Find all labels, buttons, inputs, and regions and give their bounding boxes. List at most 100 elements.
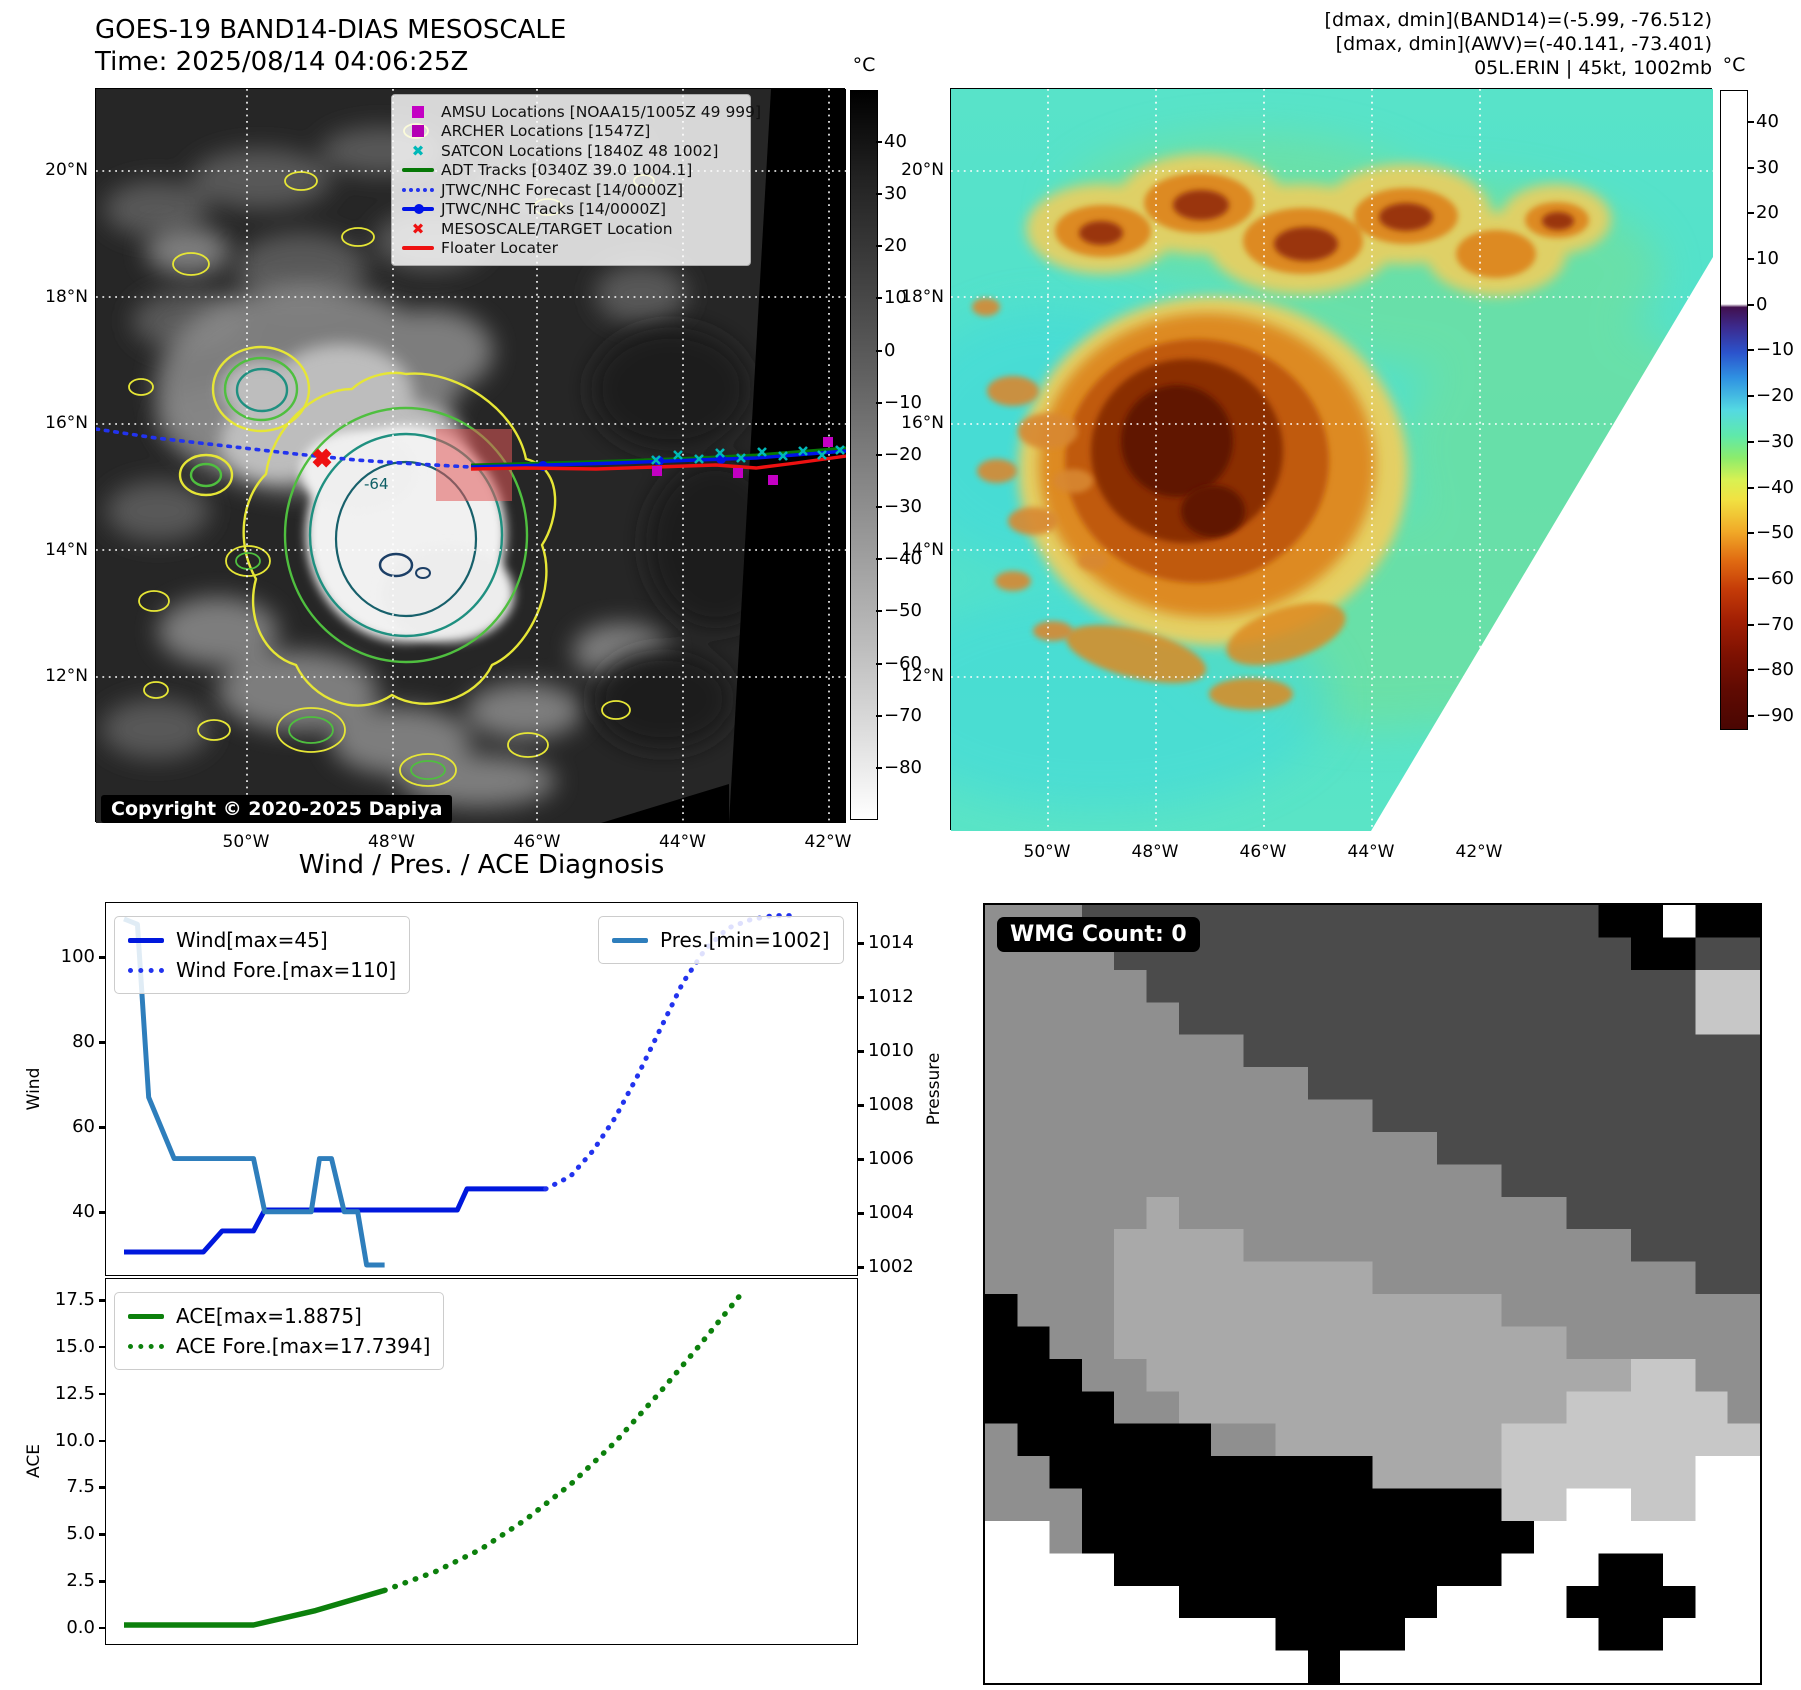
lat-tick: 16°N [901,413,944,433]
legend-item-wind: Wind[max=45] [128,925,396,955]
left-map-lon-ticks: 50°W 48°W 46°W 44°W 42°W [206,832,868,852]
ace-axis-label: ACE [24,1444,44,1478]
legend-item-ace-fore: ACE Fore.[max=17.7394] [128,1331,430,1361]
lon-tick: 44°W [659,832,706,852]
colorbar-tick: 10 [1748,249,1801,269]
colorbar-tick: 40 [1748,112,1801,132]
pressure-ytick: 1008 [857,1094,914,1115]
northern-convective-arc [1026,154,1611,296]
contour-dark-teal [334,460,478,618]
legend-marker-icon [401,204,435,215]
ace-legend: ACE[max=1.8875] ACE Fore.[max=17.7394] [114,1292,445,1370]
colorbar-tick: 10 [876,288,934,308]
diagnosis-title: Wind / Pres. / ACE Diagnosis [298,850,665,880]
contour-teal [308,432,504,638]
contour-inner-navy [378,552,414,578]
colorbar-tick: −60 [876,653,934,674]
ace-fore-swatch [128,1343,168,1349]
map-legend: AMSU Locations [NOAA15/1005Z 49 999] ARC… [391,94,761,266]
ace-ytick: 0.0 [47,1617,106,1638]
scattered-cells-west [972,298,1108,641]
lon-tick: 46°W [1239,842,1287,862]
graticule [951,89,1713,831]
no-data-wedge [1371,257,1713,831]
colorbar-tick: −70 [1748,614,1801,635]
wmg-count-badge: WMG Count: 0 [997,917,1200,952]
wind-ytick: 40 [51,1202,106,1222]
pressure-ytick: 1014 [857,932,914,953]
lon-tick: 48°W [368,832,415,852]
legend-marker-icon [401,220,435,238]
ace-yticks: 17.5 15.0 12.5 10.0 7.5 5.0 2.5 0.0 [47,1290,106,1638]
left-figure-title: GOES-19 BAND14-DIAS MESOSCALE Time: 2025… [95,14,566,78]
colorbar-tick: 40 [876,132,934,152]
amsu-archer-location-markers [652,437,833,485]
colorbar-tick: −70 [876,705,934,726]
legend-marker-icon [401,168,435,173]
right-colorbar-unit: °C [1722,54,1746,76]
colorbar-tick: −20 [1748,386,1801,406]
contour-green [283,406,529,664]
wmg-pixel-image [985,905,1760,1683]
lat-tick: 14°N [45,539,88,560]
ace-ytick: 7.5 [47,1477,106,1497]
color-ir-satellite-map [950,88,1713,831]
colorbar-tick: 30 [876,184,934,204]
ace-ytick: 17.5 [47,1290,106,1310]
colorbar-tick: −50 [876,601,934,621]
colorbar-tick: −80 [1748,660,1801,680]
main-storm-mass [1018,296,1408,710]
colorbar-tick: −10 [876,392,934,413]
ace-ytick: 12.5 [47,1383,106,1404]
band14-satellite-map: AMSU Locations [NOAA15/1005Z 49 999] ARC… [95,88,846,823]
floater-locater-line [470,454,846,471]
satellite-product-title: GOES-19 BAND14-DIAS MESOSCALE [95,15,567,45]
legend-item: MESOSCALE/TARGET Location [401,219,741,239]
ace-ytick: 5.0 [47,1524,106,1544]
wind-line-swatch [128,937,168,943]
left-colorbar [850,90,878,820]
wind-yticks: 100 80 60 40 [51,947,106,1222]
legend-item: AMSU Locations [NOAA15/1005Z 49 999] [401,102,761,122]
pressure-ytick: 1012 [857,986,914,1007]
lat-tick: 14°N [901,539,944,560]
contour-specks-green [235,552,446,780]
wind-legend: Wind[max=45] Wind Fore.[max=110] [114,916,411,994]
legend-marker-icon [401,187,435,192]
pressure-axis-label: Pressure [924,1052,944,1126]
ace-ytick: 15.0 [47,1336,106,1357]
legend-item-pres: Pres.[min=1002] [612,925,830,955]
right-colorbar [1720,90,1748,730]
ace-line-swatch [128,1313,168,1319]
lon-tick: 50°W [1023,842,1071,862]
right-figure-header: [dmax, dmin](BAND14)=(-5.99, -76.512) [d… [1325,8,1712,80]
colorbar-tick: −40 [1748,477,1801,498]
lat-tick: 20°N [901,160,944,180]
legend-item: JTWC/NHC Forecast [14/0000Z] [401,180,741,200]
colorbar-tick: −20 [876,444,934,465]
satellite-time-label: Time: 2025/08/14 04:06:25Z [95,47,469,77]
copyright-badge: Copyright © 2020-2025 Dapiya [101,795,453,823]
colorbar-tick: −60 [1748,568,1801,589]
colorbar-tick: −80 [876,757,934,778]
colorbar-tick: −30 [876,497,934,517]
lon-tick: 42°W [804,832,852,852]
wind-ytick: 60 [51,1117,106,1137]
wind-ytick: 100 [51,947,106,967]
lon-tick: 42°W [1455,842,1503,862]
legend-marker-icon [401,125,435,138]
contour-yellow-outer [242,371,557,707]
colorbar-tick: −50 [1748,523,1801,543]
legend-item-ace: ACE[max=1.8875] [128,1301,430,1331]
colorbar-tick: 20 [1748,203,1801,223]
left-colorbar-unit: °C [852,54,876,76]
colorbar-tick: −90 [1748,705,1801,726]
wind-pressure-series [123,913,798,1268]
right-colorbar-ticks: 40 30 20 10 0 −10 −20 −30 −40 −50 −60 −70 −80 −90 [1748,112,1801,726]
dmax-dmin-awv: [dmax, dmin](AWV)=(-40.141, -73.401) [1335,33,1712,55]
storm-id-intensity: 05L.ERIN | 45kt, 1002mb [1474,57,1712,79]
lon-tick: 48°W [1131,842,1179,862]
lat-tick: 12°N [45,666,88,686]
pres-line-swatch [612,937,652,943]
lon-tick: 46°W [513,832,561,852]
